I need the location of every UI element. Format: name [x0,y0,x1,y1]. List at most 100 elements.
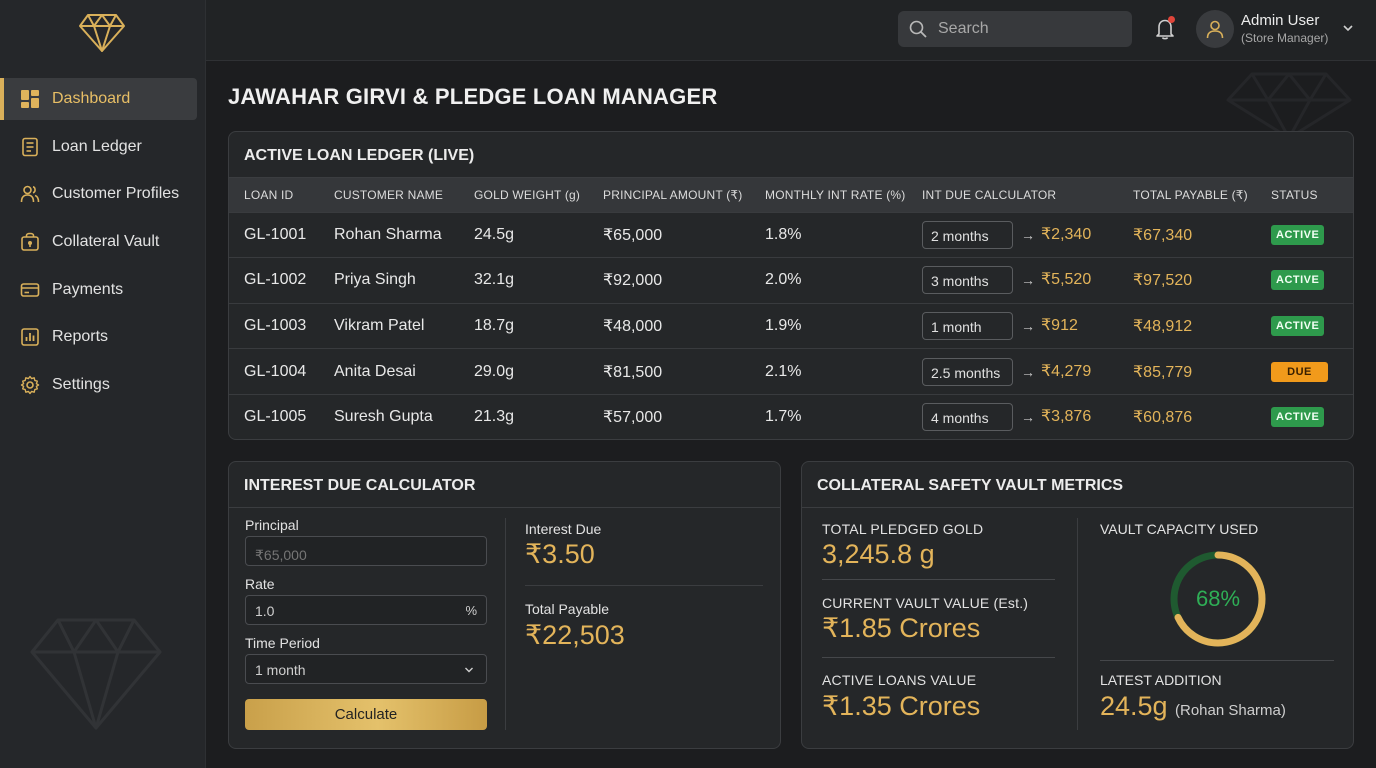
interest-due-label: Interest Due [525,521,602,537]
pledged-gold-value: 3,245.8 g [822,539,935,569]
avatar[interactable] [1196,10,1234,48]
ledger-icon [22,137,38,156]
principal-label: Principal [245,517,299,533]
monthly-rate: 2.0% [765,271,802,289]
period-select[interactable]: 1 month [245,654,487,684]
sidebar-item-collateral-vault[interactable]: Collateral Vault [0,221,206,263]
column-header[interactable]: INT DUE CALCULATOR [922,187,1057,202]
interest-calculator-panel: INTEREST DUE CALCULATOR Principal Rate 1… [228,461,781,749]
arrow-right-icon: → [1021,226,1035,243]
column-header[interactable]: LOAN ID [244,187,294,202]
period-input[interactable]: 4 months [922,403,1013,432]
sidebar-item-label: Collateral Vault [52,233,160,251]
column-header[interactable]: CUSTOMER NAME [334,187,444,202]
gold-weight: 29.0g [474,362,515,380]
gold-weight: 24.5g [474,225,515,243]
bell-icon[interactable] [1154,17,1176,41]
sidebar-item-payments[interactable]: Payments [0,269,206,311]
sidebar: Dashboard Loan Ledger Customer Profiles [0,0,206,768]
divider [525,585,763,586]
table-row[interactable]: GL-1003 Vikram Patel 18.7g ₹48,000 1.9% … [229,303,1353,349]
gold-weight: 21.3g [474,408,515,426]
customer-name: Priya Singh [334,271,416,289]
period-input[interactable]: 1 month [922,311,1013,340]
table-row[interactable]: GL-1001 Rohan Sharma 24.5g ₹65,000 1.8% … [229,212,1353,258]
chevron-down-icon[interactable] [1342,22,1354,34]
sidebar-item-label: Settings [52,376,110,394]
user-role: (Store Manager) [1241,31,1329,45]
ledger-title: ACTIVE LOAN LEDGER (LIVE) [229,132,1353,178]
sidebar-item-reports[interactable]: Reports [0,316,206,358]
top-bar: Admin User (Store Manager) [206,0,1376,61]
sidebar-item-dashboard[interactable]: Dashboard [0,78,197,120]
user-icon [1206,20,1224,39]
interest-due: ₹912 [1041,317,1078,335]
loan-id: GL-1004 [244,362,307,380]
divider [1077,518,1078,730]
interest-due-calculator: 2 months → ₹2,340 [907,212,1118,258]
divider [505,518,506,730]
principal-amount: ₹48,000 [603,317,663,335]
calculate-button[interactable]: Calculate [245,699,487,730]
latest-addition-label: LATEST ADDITION [1100,672,1222,688]
diamond-logo-icon[interactable] [78,12,126,54]
column-header[interactable]: PRINCIPAL AMOUNT (₹) [603,187,743,202]
dashboard-icon [21,90,39,108]
table-row[interactable]: GL-1004 Anita Desai 29.0g ₹81,500 2.1% 2… [229,348,1353,395]
loan-id: GL-1005 [244,408,307,426]
period-input[interactable]: 2.5 months [922,357,1013,386]
reports-icon [21,328,39,347]
sidebar-item-settings[interactable]: Settings [0,364,206,406]
column-header[interactable]: TOTAL PAYABLE (₹) [1133,187,1248,202]
table-header-row: LOAN ID CUSTOMER NAME GOLD WEIGHT (g) PR… [229,178,1353,212]
status-cell: ACTIVE [1256,303,1353,349]
total-payable-label: Total Payable [525,601,610,617]
arrow-right-icon: → [1021,409,1035,426]
monthly-rate: 1.8% [765,225,802,243]
sidebar-item-label: Loan Ledger [52,137,142,155]
customer-name: Rohan Sharma [334,225,442,243]
sidebar-item-label: Dashboard [52,90,131,107]
table-row[interactable]: GL-1005 Suresh Gupta 21.3g ₹57,000 1.7% … [229,394,1353,439]
sidebar-item-label: Payments [52,280,124,298]
arrow-right-icon: → [1021,363,1035,380]
latest-addition-value: 24.5g [1100,691,1168,721]
sidebar-item-label: Reports [52,328,109,346]
calculator-title: INTEREST DUE CALCULATOR [229,462,780,508]
rate-input[interactable]: 1.0 % [245,595,487,625]
column-header[interactable]: GOLD WEIGHT (g) [474,187,581,202]
search-icon [909,20,927,38]
total-payable-value: ₹22,503 [525,620,625,650]
total-payable: ₹97,520 [1133,272,1193,290]
loan-id: GL-1002 [244,271,307,289]
divider [1100,660,1334,661]
status-cell: DUE [1256,349,1353,395]
search-input[interactable] [938,20,1118,38]
interest-due: ₹2,340 [1041,226,1092,244]
column-header[interactable]: MONTHLY INT RATE (%) [765,187,906,202]
sidebar-item-loan-ledger[interactable]: Loan Ledger [0,126,206,168]
table-row[interactable]: GL-1002 Priya Singh 32.1g ₹92,000 2.0% 3… [229,257,1353,304]
column-header[interactable]: STATUS [1271,187,1318,202]
sidebar-item-customer-profiles[interactable]: Customer Profiles [0,173,206,215]
status-badge: ACTIVE [1271,407,1325,428]
principal-input[interactable] [245,536,487,566]
vault-value-label: CURRENT VAULT VALUE (Est.) [822,595,1029,611]
page-title: JAWAHAR GIRVI & PLEDGE LOAN MANAGER [228,84,718,109]
sidebar-item-label: Customer Profiles [52,185,180,203]
loan-ledger-panel: ACTIVE LOAN LEDGER (LIVE) LOAN ID CUSTOM… [228,131,1354,440]
interest-due-calculator: 2.5 months → ₹4,279 [907,349,1118,395]
period-input[interactable]: 2 months [922,220,1013,249]
interest-due: ₹3,876 [1041,408,1092,426]
interest-due: ₹5,520 [1041,271,1092,289]
status-badge: ACTIVE [1271,315,1325,336]
monthly-rate: 1.9% [765,316,802,334]
users-icon [20,186,40,203]
period-input[interactable]: 3 months [922,266,1013,295]
interest-due-calculator: 1 month → ₹912 [907,303,1118,349]
status-cell: ACTIVE [1256,394,1353,439]
gold-weight: 32.1g [474,271,515,289]
search-box[interactable] [898,11,1132,47]
customer-name: Vikram Patel [334,316,425,334]
loan-id: GL-1003 [244,316,307,334]
